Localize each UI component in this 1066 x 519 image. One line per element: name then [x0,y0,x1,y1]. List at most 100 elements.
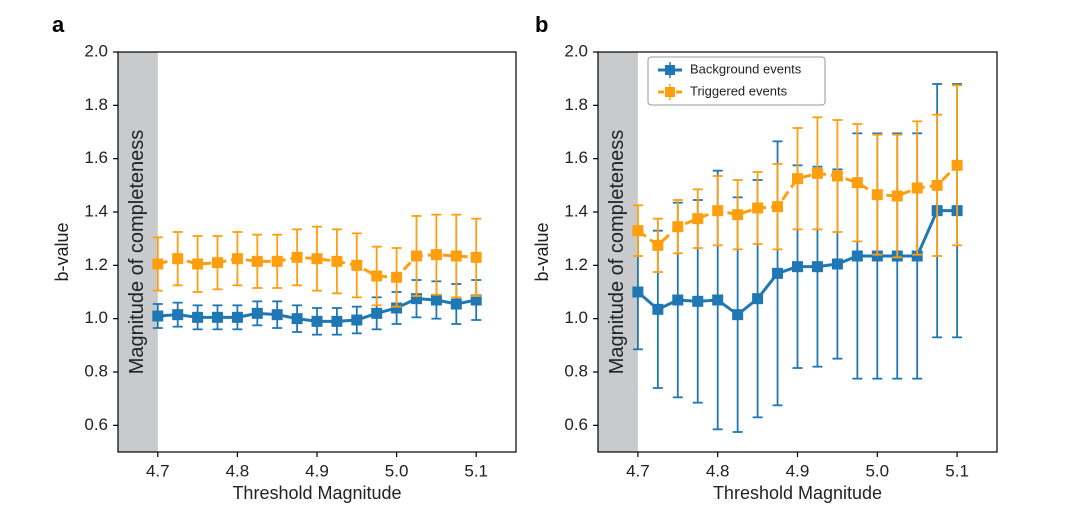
y-axis-label: b-value [52,222,72,281]
data-point [851,250,863,262]
data-point [732,209,744,221]
x-tick-label: 5.0 [865,461,889,480]
series-1 [152,213,482,308]
data-point [152,310,164,322]
data-point [192,258,204,270]
data-point [732,309,744,321]
data-point [351,314,363,326]
data-point [911,182,923,194]
data-point [752,202,764,214]
data-point [692,213,704,225]
y-tick-label: 1.0 [564,308,588,327]
data-point [212,257,223,269]
data-point [311,315,323,327]
data-point [172,253,184,265]
data-point [891,190,903,202]
x-tick-label: 4.7 [626,461,650,480]
data-point [172,309,184,321]
y-tick-label: 1.8 [564,95,588,114]
completeness-shade [118,52,158,452]
x-tick-label: 4.9 [786,461,810,480]
data-point [792,173,803,185]
data-point [911,250,923,262]
data-point [692,295,704,307]
data-point [411,250,422,262]
y-tick-label: 1.6 [564,148,588,167]
series-line [637,164,959,248]
x-tick-label: 4.8 [706,461,730,480]
data-point [712,294,724,306]
y-tick-label: 1.4 [564,201,588,220]
data-point [470,294,482,306]
y-tick-label: 0.6 [564,415,588,434]
y-tick-label: 1.2 [84,255,108,274]
x-tick-label: 4.9 [305,461,329,480]
data-point [371,307,383,319]
data-point [811,261,823,273]
y-tick-label: 1.0 [84,308,108,327]
data-point [371,270,383,282]
data-point [470,251,482,263]
data-point [430,249,442,261]
data-point [632,286,644,298]
series-1 [632,84,963,273]
legend-box [647,56,826,106]
y-tick-label: 1.6 [84,148,108,167]
y-tick-label: 2.0 [84,41,108,60]
data-point [450,298,462,310]
data-point [271,255,283,267]
data-point [251,307,263,319]
data-point [231,253,243,265]
legend-label: Background events [690,61,802,76]
data-point [391,271,403,283]
data-point [311,253,323,265]
y-tick-label: 0.8 [84,361,108,380]
legend-label: Triggered events [690,83,788,98]
data-point [772,201,784,213]
data-point [450,250,462,262]
data-point [391,302,403,314]
data-point [851,177,863,189]
x-axis-label: Threshold Magnitude [232,483,401,503]
data-point [632,225,644,237]
data-point [430,294,442,306]
y-tick-label: 1.4 [84,201,108,220]
data-point [772,267,784,279]
data-point [251,255,263,267]
data-point [931,179,943,191]
x-tick-label: 5.1 [945,461,969,480]
data-point [672,221,684,233]
data-point [331,255,343,267]
data-point [792,261,803,273]
chart-panel-b: b Magnitude of completeness 0.6 0.8 1.0 1.2 1.… [532,12,998,503]
data-point [291,251,303,263]
chart-panel-a: a Magnitude of completeness 0.6 0.8 1.0 1.2 1.… [52,12,517,503]
data-point [271,309,283,321]
completeness-shade [598,52,638,452]
x-tick-label: 4.8 [226,461,250,480]
data-point [831,170,843,182]
data-point [411,293,422,305]
data-point [331,315,343,327]
data-point [652,303,664,315]
data-point [152,258,164,270]
data-point [871,189,883,201]
data-point [672,294,684,306]
data-point [351,259,363,271]
data-point [231,311,243,323]
x-axis-label: Threshold Magnitude [713,483,882,503]
y-tick-label: 0.6 [84,415,108,434]
x-tick-label: 5.1 [464,461,488,480]
data-point [192,311,204,323]
data-point [212,311,223,323]
y-axis-label: b-value [532,222,552,281]
y-tick-label: 0.8 [564,361,588,380]
data-point [811,167,823,179]
shade-label: Magnitude of completeness [606,130,628,375]
data-point [291,313,303,325]
x-tick-label: 4.7 [146,461,170,480]
legend: Background events Triggered events [647,56,826,106]
series-line [157,253,477,279]
panel-letter: a [52,12,65,37]
panel-letter: b [535,12,548,37]
